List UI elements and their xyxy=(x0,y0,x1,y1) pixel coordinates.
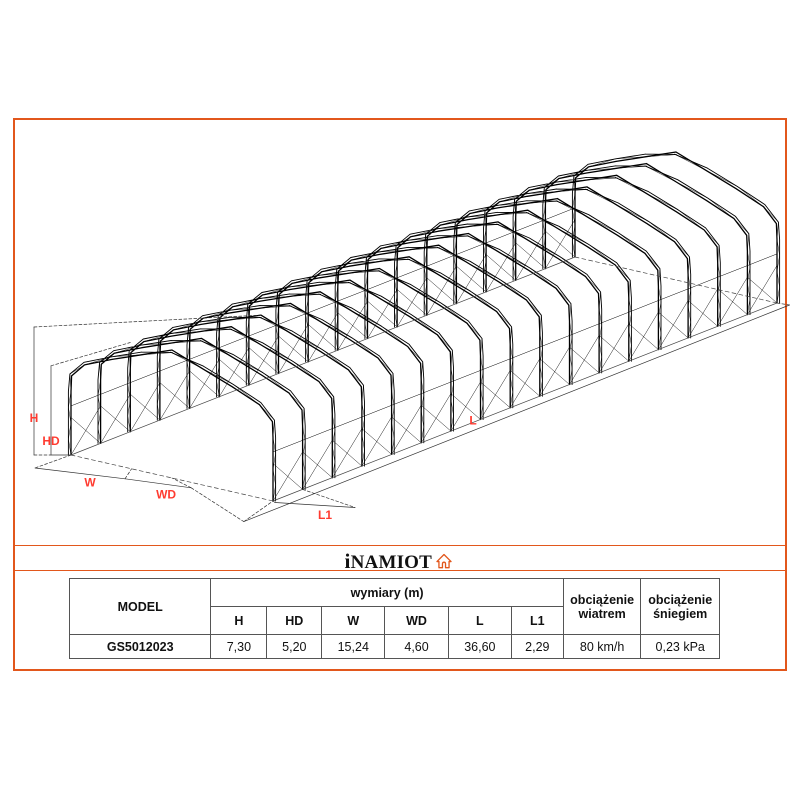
svg-text:W: W xyxy=(84,475,96,489)
svg-text:L: L xyxy=(469,414,476,428)
svg-text:WD: WD xyxy=(156,487,176,501)
svg-text:L1: L1 xyxy=(318,508,332,522)
svg-text:HD: HD xyxy=(42,434,60,448)
svg-text:H: H xyxy=(30,411,39,425)
